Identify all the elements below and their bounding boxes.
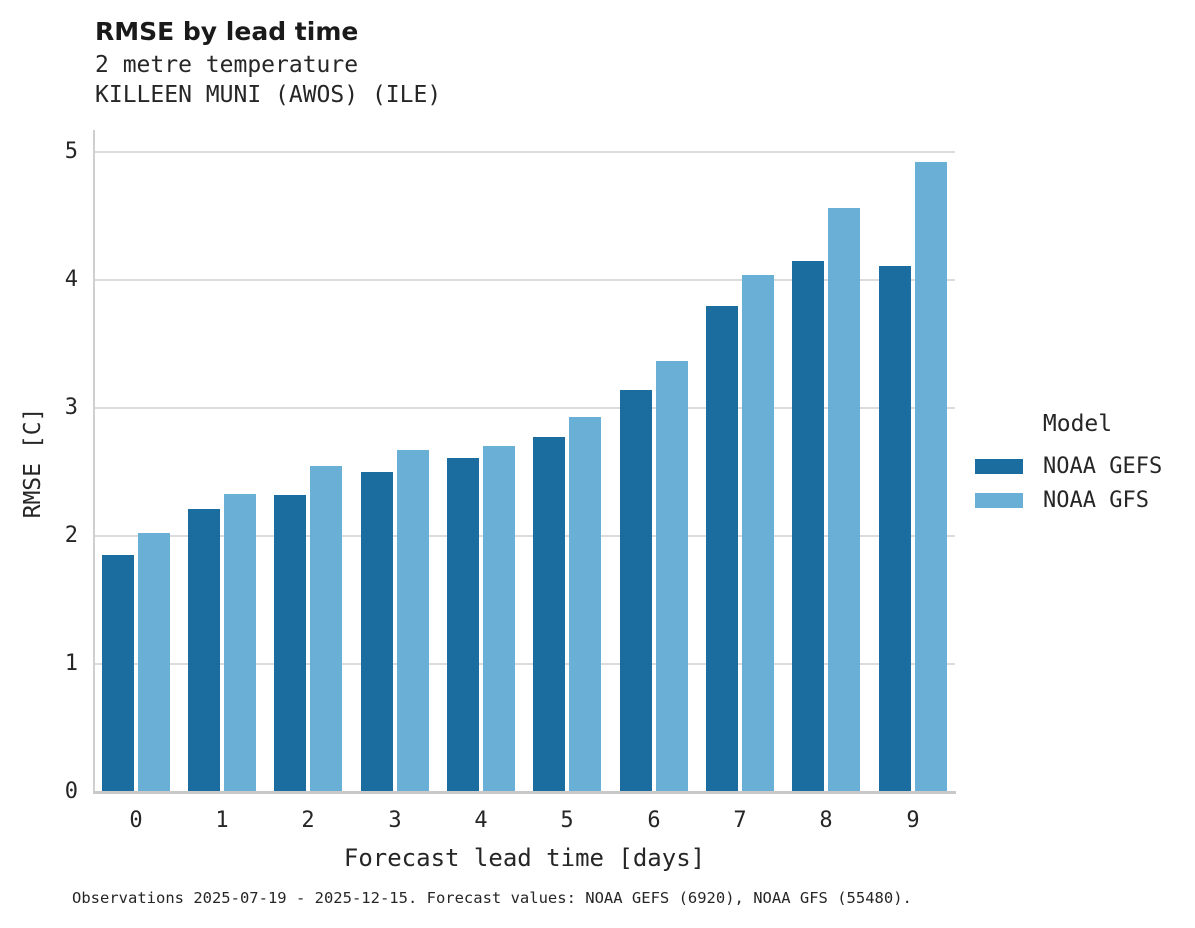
y-tick-label-4: 4	[64, 267, 78, 292]
gridline-y-1	[94, 663, 955, 665]
y-tick-label-2: 2	[64, 523, 78, 548]
y-tick-label-0: 0	[64, 779, 78, 804]
bar-noaa-gefs-day-2	[274, 495, 306, 792]
bar-noaa-gefs-day-1	[188, 509, 220, 792]
x-tick-label-2: 2	[301, 808, 315, 833]
legend-entry-noaa-gefs: NOAA GEFS	[975, 449, 1180, 483]
legend-entry-noaa-gfs: NOAA GFS	[975, 483, 1180, 517]
legend-label-noaa-gefs: NOAA GEFS	[1043, 453, 1163, 479]
chart-subtitle-variable: 2 metre temperature	[95, 52, 359, 78]
y-tick-label-1: 1	[64, 651, 78, 676]
legend-title: Model	[1042, 411, 1113, 437]
legend-swatch-noaa-gfs	[975, 492, 1023, 508]
bar-noaa-gefs-day-3	[361, 472, 393, 792]
x-axis-label: Forecast lead time [days]	[343, 844, 706, 872]
bar-noaa-gfs-day-1	[224, 494, 256, 792]
x-axis-line	[93, 791, 956, 794]
x-tick-label-1: 1	[215, 808, 229, 833]
gridline-y-5	[94, 151, 955, 153]
legend-label-noaa-gfs: NOAA GFS	[1043, 487, 1149, 513]
x-tick-label-3: 3	[388, 808, 402, 833]
bar-noaa-gfs-day-5	[569, 417, 601, 792]
bar-noaa-gefs-day-5	[533, 437, 565, 792]
legend: Model NOAA GEFS NOAA GFS	[975, 411, 1180, 517]
bar-noaa-gfs-day-2	[310, 466, 342, 792]
x-tick-label-5: 5	[560, 808, 574, 833]
y-tick-label-3: 3	[64, 395, 78, 420]
bar-noaa-gefs-day-7	[706, 306, 738, 792]
bar-noaa-gefs-day-9	[879, 266, 911, 792]
bar-noaa-gefs-day-4	[447, 458, 479, 792]
bar-noaa-gfs-day-6	[656, 361, 688, 792]
footer-caption: Observations 2025-07-19 - 2025-12-15. Fo…	[72, 889, 912, 907]
legend-swatch-noaa-gefs	[975, 458, 1023, 474]
bar-noaa-gfs-day-0	[138, 533, 170, 792]
chart-subtitle-station: KILLEEN MUNI (AWOS) (ILE)	[95, 82, 442, 108]
gridline-y-3	[94, 407, 955, 409]
bar-noaa-gfs-day-4	[483, 446, 515, 792]
bar-noaa-gfs-day-7	[742, 275, 774, 792]
y-tick-label-5: 5	[64, 139, 78, 164]
chart-title: RMSE by lead time	[95, 17, 359, 46]
gridline-y-2	[94, 535, 955, 537]
x-tick-label-0: 0	[129, 808, 143, 833]
bar-noaa-gefs-day-8	[792, 261, 824, 792]
bar-noaa-gefs-day-0	[102, 555, 134, 792]
x-tick-label-6: 6	[647, 808, 661, 833]
bar-noaa-gfs-day-8	[828, 208, 860, 792]
gridline-y-4	[94, 279, 955, 281]
x-tick-label-7: 7	[733, 808, 747, 833]
x-tick-label-4: 4	[474, 808, 488, 833]
x-tick-label-9: 9	[906, 808, 920, 833]
bar-noaa-gfs-day-3	[397, 450, 429, 792]
y-axis-spine	[93, 130, 95, 793]
bar-noaa-gefs-day-6	[620, 390, 652, 792]
x-tick-label-8: 8	[819, 808, 833, 833]
bar-noaa-gfs-day-9	[915, 162, 947, 792]
